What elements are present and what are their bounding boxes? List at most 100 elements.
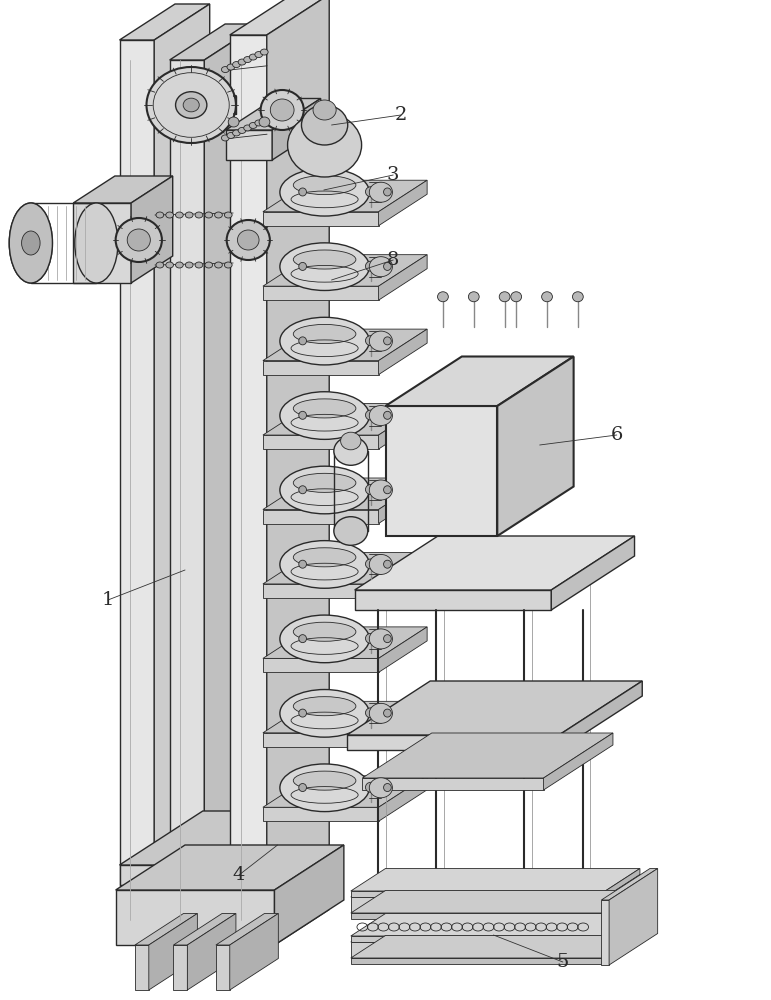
- Ellipse shape: [183, 98, 199, 112]
- Ellipse shape: [214, 212, 222, 218]
- Ellipse shape: [365, 559, 376, 569]
- Ellipse shape: [9, 203, 52, 283]
- Polygon shape: [116, 845, 344, 890]
- Polygon shape: [274, 845, 344, 945]
- Polygon shape: [263, 329, 427, 361]
- Ellipse shape: [185, 262, 193, 268]
- Ellipse shape: [116, 218, 162, 262]
- Ellipse shape: [313, 100, 336, 120]
- Ellipse shape: [383, 635, 392, 643]
- Polygon shape: [605, 890, 640, 919]
- Ellipse shape: [205, 262, 213, 268]
- Ellipse shape: [280, 243, 369, 290]
- Ellipse shape: [280, 764, 369, 812]
- Ellipse shape: [280, 317, 369, 365]
- Ellipse shape: [280, 541, 369, 588]
- Polygon shape: [263, 510, 379, 524]
- Ellipse shape: [293, 399, 356, 418]
- Ellipse shape: [369, 182, 392, 202]
- Ellipse shape: [259, 117, 270, 127]
- Polygon shape: [351, 958, 605, 964]
- Ellipse shape: [500, 292, 510, 302]
- Ellipse shape: [334, 437, 368, 465]
- Ellipse shape: [383, 486, 392, 494]
- Ellipse shape: [288, 113, 362, 177]
- Polygon shape: [386, 356, 574, 406]
- Polygon shape: [351, 914, 640, 936]
- Ellipse shape: [383, 262, 392, 270]
- Polygon shape: [263, 701, 427, 733]
- Polygon shape: [379, 701, 427, 747]
- Ellipse shape: [469, 292, 480, 302]
- Polygon shape: [347, 735, 559, 750]
- Polygon shape: [263, 733, 379, 747]
- Polygon shape: [379, 627, 427, 672]
- Polygon shape: [120, 865, 204, 885]
- Polygon shape: [605, 920, 640, 958]
- Ellipse shape: [541, 292, 552, 302]
- Ellipse shape: [510, 292, 521, 302]
- Polygon shape: [351, 891, 605, 897]
- Ellipse shape: [227, 132, 234, 138]
- Polygon shape: [605, 868, 640, 897]
- Polygon shape: [351, 868, 640, 891]
- Ellipse shape: [301, 105, 348, 145]
- Polygon shape: [351, 874, 640, 897]
- Ellipse shape: [214, 262, 222, 268]
- Ellipse shape: [280, 466, 369, 514]
- Ellipse shape: [233, 130, 241, 136]
- Ellipse shape: [298, 486, 306, 494]
- Polygon shape: [362, 778, 544, 790]
- Ellipse shape: [156, 262, 163, 268]
- Ellipse shape: [195, 212, 203, 218]
- Ellipse shape: [365, 485, 376, 495]
- Ellipse shape: [298, 262, 306, 270]
- Ellipse shape: [298, 635, 306, 643]
- Polygon shape: [226, 130, 272, 160]
- Polygon shape: [263, 286, 379, 300]
- Polygon shape: [120, 811, 288, 865]
- Polygon shape: [355, 590, 551, 610]
- Ellipse shape: [298, 337, 306, 345]
- Polygon shape: [216, 945, 230, 990]
- Ellipse shape: [224, 212, 232, 218]
- Ellipse shape: [298, 188, 306, 196]
- Ellipse shape: [293, 250, 356, 269]
- Polygon shape: [204, 811, 288, 885]
- Ellipse shape: [227, 64, 234, 70]
- Polygon shape: [263, 584, 379, 598]
- Polygon shape: [559, 681, 642, 750]
- Ellipse shape: [369, 554, 392, 574]
- Text: 1: 1: [102, 591, 114, 609]
- Ellipse shape: [261, 49, 268, 55]
- Ellipse shape: [238, 59, 246, 65]
- Text: 8: 8: [387, 251, 399, 269]
- Polygon shape: [230, 0, 329, 35]
- Ellipse shape: [205, 212, 213, 218]
- Polygon shape: [351, 913, 605, 919]
- Polygon shape: [497, 356, 574, 536]
- Polygon shape: [187, 914, 236, 990]
- Polygon shape: [263, 776, 427, 807]
- Ellipse shape: [365, 261, 376, 271]
- Polygon shape: [605, 936, 640, 964]
- Ellipse shape: [293, 771, 356, 790]
- Ellipse shape: [298, 411, 306, 419]
- Ellipse shape: [9, 203, 52, 283]
- Polygon shape: [120, 4, 210, 40]
- Ellipse shape: [176, 92, 207, 118]
- Ellipse shape: [334, 517, 368, 545]
- Polygon shape: [263, 627, 427, 658]
- Text: 6: 6: [611, 426, 623, 444]
- Ellipse shape: [261, 117, 268, 123]
- Ellipse shape: [369, 406, 392, 426]
- Polygon shape: [551, 536, 635, 610]
- Polygon shape: [230, 914, 278, 990]
- Ellipse shape: [383, 411, 392, 419]
- Polygon shape: [267, 0, 329, 950]
- Ellipse shape: [261, 90, 304, 130]
- Polygon shape: [135, 945, 149, 990]
- Ellipse shape: [298, 784, 306, 792]
- Ellipse shape: [293, 697, 356, 716]
- Polygon shape: [73, 176, 173, 203]
